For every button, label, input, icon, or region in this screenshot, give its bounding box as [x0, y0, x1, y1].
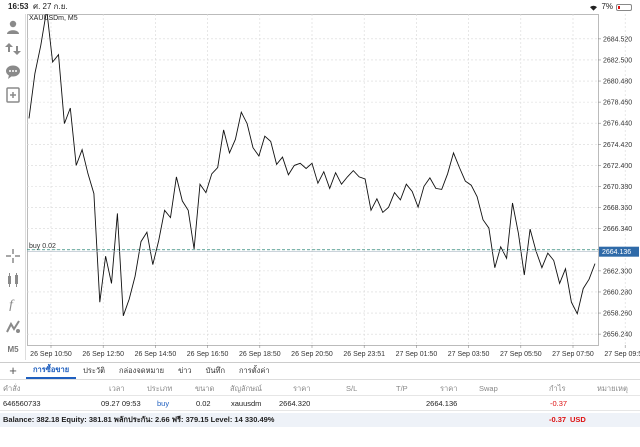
y-tick-label: 2680.480	[603, 79, 632, 86]
chart-toolbar: f M5	[0, 14, 26, 360]
col-sl: S/L	[346, 384, 358, 393]
x-tick-label: 26 Sep 18:50	[239, 351, 281, 358]
y-tick-label: 2672.400	[603, 163, 632, 170]
cell-current: 2664.136	[426, 399, 458, 408]
col-time: เวลา	[109, 384, 125, 393]
price-line	[28, 14, 596, 316]
objects-icon[interactable]	[4, 317, 22, 335]
tab-trade[interactable]: การซื้อขาย	[26, 363, 77, 379]
balance-summary: Balance: 382.18 Equity: 381.81 พลักประกั…	[3, 415, 275, 424]
price-chart[interactable]: 2684.520 2682.500 2680.480 2678.460 2676.440…	[27, 14, 640, 360]
crosshair-icon[interactable]	[4, 247, 22, 265]
trade-icon[interactable]	[4, 40, 22, 58]
col-tp: T/P	[396, 384, 408, 393]
balance-bar: Balance: 382.18 Equity: 381.81 พลักประกั…	[0, 413, 640, 427]
balance-profit: -0.37	[549, 415, 567, 424]
y-tick-label: 2670.380	[603, 184, 632, 191]
account-icon[interactable]	[4, 18, 22, 36]
y-tick-label: 2674.420	[603, 142, 632, 149]
col-price: ราคา	[293, 384, 311, 393]
x-tick-label: 27 Sep 05:50	[500, 351, 542, 358]
cell-type: buy	[157, 399, 170, 408]
col-symbol: สัญลักษณ์	[230, 384, 263, 393]
chat-icon[interactable]	[4, 63, 22, 81]
chart-canvas[interactable]: 2684.520 2682.500 2680.480 2678.460 2676.440…	[27, 14, 640, 360]
x-tick-label: 26 Sep 23:51	[343, 351, 385, 358]
y-tick-label: 2676.440	[603, 121, 632, 128]
x-tick-label: 27 Sep 09:50	[604, 351, 640, 358]
tab-journal[interactable]: บันทึก	[205, 366, 226, 375]
status-time: 16:53	[8, 2, 29, 11]
timeframe-button[interactable]: M5	[7, 345, 19, 354]
add-chart-icon[interactable]	[4, 86, 22, 104]
cell-symbol: xauusdm	[231, 399, 262, 408]
order-level-label: buy 0.02	[29, 243, 56, 250]
col-current: ราคา	[440, 384, 458, 393]
terminal-tabs: + การซื้อขาย ประวัติ กล่องจดหมาย ข่าว บั…	[0, 362, 640, 380]
cell-ticket: 646560733	[3, 399, 41, 408]
y-tick-label: 2656.240	[603, 332, 632, 339]
add-icon[interactable]: +	[9, 363, 17, 378]
status-bar: 16:53 ศ. 27 ก.ย. 7%	[0, 0, 640, 14]
table-header: คำสั่ง เวลา ประเภท ขนาด สัญลักษณ์ ราคา S…	[0, 381, 640, 396]
col-volume: ขนาด	[195, 384, 215, 393]
tab-news[interactable]: ข่าว	[178, 366, 192, 375]
y-tick-label: 2666.340	[603, 226, 632, 233]
tab-settings[interactable]: การตั้งค่า	[239, 366, 270, 375]
battery-icon	[616, 3, 632, 11]
x-tick-label: 26 Sep 14:50	[135, 351, 177, 358]
table-row[interactable]: 646560733 09.27 09:53 buy 0.02 xauusdm 2…	[0, 396, 640, 411]
tab-mailbox[interactable]: กล่องจดหมาย	[119, 366, 165, 375]
x-tick-label: 27 Sep 01:50	[396, 351, 438, 358]
chart-symbol-title: XAUUSDm, M5	[29, 15, 78, 22]
plot-frame	[27, 14, 599, 346]
x-tick-label: 27 Sep 07:50	[552, 351, 594, 358]
cell-profit: -0.37	[550, 399, 568, 408]
col-type: ประเภท	[147, 384, 173, 393]
x-tick-label: 26 Sep 10:50	[30, 351, 72, 358]
col-profit: กำไร	[549, 384, 566, 393]
y-tick-label: 2662.300	[603, 268, 632, 275]
col-ticket: คำสั่ง	[3, 384, 21, 393]
y-tick-label: 2684.520	[603, 36, 632, 43]
tab-history[interactable]: ประวัติ	[83, 366, 106, 375]
current-price-label: 2664.136	[602, 249, 631, 256]
svg-text:f: f	[9, 298, 15, 311]
y-tick-label: 2660.280	[603, 289, 632, 296]
y-tick-label: 2678.460	[603, 100, 632, 107]
current-price-tag	[599, 246, 639, 257]
y-tick-label: 2658.260	[603, 311, 632, 318]
function-icon[interactable]: f	[4, 294, 22, 312]
status-date: ศ. 27 ก.ย.	[33, 2, 68, 11]
cell-time: 09.27 09:53	[101, 399, 141, 408]
x-tick-label: 26 Sep 12:50	[82, 351, 124, 358]
status-right: 7%	[589, 0, 632, 14]
balance-currency: USD	[570, 415, 586, 424]
x-tick-label: 27 Sep 03:50	[448, 351, 490, 358]
wifi-icon	[590, 5, 598, 11]
battery-percent: 7%	[601, 2, 613, 11]
y-tick-label: 2668.360	[603, 205, 632, 212]
x-tick-label: 26 Sep 16:50	[187, 351, 229, 358]
cell-price: 2664.320	[279, 399, 311, 408]
col-comment: หมายเหตุ	[597, 384, 628, 393]
x-tick-label: 26 Sep 20:50	[291, 351, 333, 358]
y-tick-label: 2682.500	[603, 57, 632, 64]
col-swap: Swap	[479, 384, 498, 393]
cell-volume: 0.02	[196, 399, 211, 408]
positions-table: คำสั่ง เวลา ประเภท ขนาด สัญลักษณ์ ราคา S…	[0, 381, 640, 411]
indicators-icon[interactable]	[4, 271, 22, 289]
